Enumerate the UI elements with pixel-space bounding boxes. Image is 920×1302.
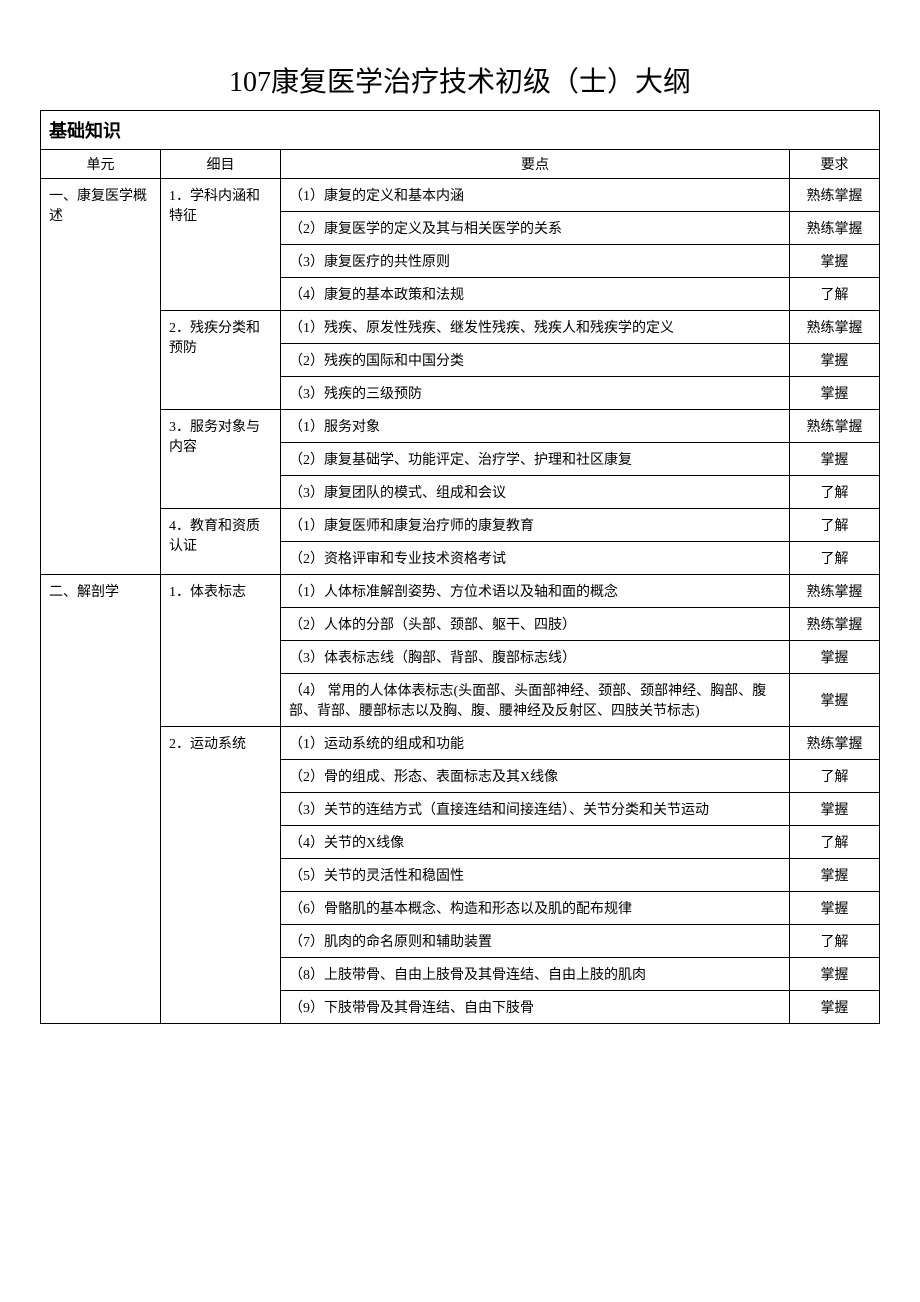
point-cell: （2）康复基础学、功能评定、治疗学、护理和社区康复: [281, 443, 790, 476]
table-row: 2．残疾分类和预防（1）残疾、原发性残疾、继发性残疾、残疾人和残疾学的定义熟练掌…: [41, 311, 880, 344]
requirement-cell: 熟练掌握: [790, 575, 880, 608]
column-header-item: 细目: [161, 150, 281, 179]
point-cell: （2）残疾的国际和中国分类: [281, 344, 790, 377]
point-cell: （4）康复的基本政策和法规: [281, 278, 790, 311]
section-header: 基础知识: [41, 111, 281, 150]
requirement-cell: 熟练掌握: [790, 212, 880, 245]
point-cell: （1）服务对象: [281, 410, 790, 443]
column-header-unit: 单元: [41, 150, 161, 179]
point-cell: （1）运动系统的组成和功能: [281, 727, 790, 760]
requirement-cell: 了解: [790, 509, 880, 542]
section-header-empty: [281, 111, 880, 150]
table-row: 4．教育和资质认证（1）康复医师和康复治疗师的康复教育了解: [41, 509, 880, 542]
point-cell: （8）上肢带骨、自由上肢骨及其骨连结、自由上肢的肌肉: [281, 958, 790, 991]
table-row: 一、康复医学概述1．学科内涵和特征（1）康复的定义和基本内涵熟练掌握: [41, 179, 880, 212]
requirement-cell: 掌握: [790, 443, 880, 476]
point-cell: （9）下肢带骨及其骨连结、自由下肢骨: [281, 991, 790, 1024]
table-row: 二、解剖学1．体表标志（1）人体标准解剖姿势、方位术语以及轴和面的概念熟练掌握: [41, 575, 880, 608]
requirement-cell: 掌握: [790, 859, 880, 892]
requirement-cell: 掌握: [790, 245, 880, 278]
item-cell: 4．教育和资质认证: [161, 509, 281, 575]
requirement-cell: 掌握: [790, 991, 880, 1024]
point-cell: （2）康复医学的定义及其与相关医学的关系: [281, 212, 790, 245]
item-cell: 1．体表标志: [161, 575, 281, 727]
item-cell: 3．服务对象与内容: [161, 410, 281, 509]
unit-cell: 二、解剖学: [41, 575, 161, 1024]
document-title: 107康复医学治疗技术初级（士）大纲: [40, 60, 880, 100]
point-cell: （6）骨骼肌的基本概念、构造和形态以及肌的配布规律: [281, 892, 790, 925]
point-cell: （2）人体的分部（头部、颈部、躯干、四肢）: [281, 608, 790, 641]
point-cell: （2）资格评审和专业技术资格考试: [281, 542, 790, 575]
requirement-cell: 掌握: [790, 344, 880, 377]
requirement-cell: 掌握: [790, 958, 880, 991]
requirement-cell: 了解: [790, 826, 880, 859]
item-cell: 2．残疾分类和预防: [161, 311, 281, 410]
point-cell: （4） 常用的人体体表标志(头面部、头面部神经、颈部、颈部神经、胸部、腹部、背部…: [281, 674, 790, 727]
requirement-cell: 熟练掌握: [790, 179, 880, 212]
point-cell: （1）康复医师和康复治疗师的康复教育: [281, 509, 790, 542]
point-cell: （1）人体标准解剖姿势、方位术语以及轴和面的概念: [281, 575, 790, 608]
item-cell: 2．运动系统: [161, 727, 281, 1024]
point-cell: （3）康复团队的模式、组成和会议: [281, 476, 790, 509]
requirement-cell: 熟练掌握: [790, 727, 880, 760]
point-cell: （5）关节的灵活性和稳固性: [281, 859, 790, 892]
requirement-cell: 了解: [790, 542, 880, 575]
requirement-cell: 了解: [790, 925, 880, 958]
requirement-cell: 了解: [790, 476, 880, 509]
point-cell: （1）残疾、原发性残疾、继发性残疾、残疾人和残疾学的定义: [281, 311, 790, 344]
requirement-cell: 掌握: [790, 641, 880, 674]
table-row: 3．服务对象与内容（1）服务对象熟练掌握: [41, 410, 880, 443]
requirement-cell: 了解: [790, 278, 880, 311]
point-cell: （1）康复的定义和基本内涵: [281, 179, 790, 212]
point-cell: （3）关节的连结方式（直接连结和间接连结）、关节分类和关节运动: [281, 793, 790, 826]
requirement-cell: 掌握: [790, 892, 880, 925]
point-cell: （7）肌肉的命名原则和辅助装置: [281, 925, 790, 958]
table-row: 2．运动系统（1）运动系统的组成和功能熟练掌握: [41, 727, 880, 760]
requirement-cell: 掌握: [790, 674, 880, 727]
point-cell: （3）体表标志线（胸部、背部、腹部标志线）: [281, 641, 790, 674]
requirement-cell: 掌握: [790, 377, 880, 410]
point-cell: （4）关节的X线像: [281, 826, 790, 859]
requirement-cell: 掌握: [790, 793, 880, 826]
item-cell: 1．学科内涵和特征: [161, 179, 281, 311]
column-header-point: 要点: [281, 150, 790, 179]
requirement-cell: 了解: [790, 760, 880, 793]
requirement-cell: 熟练掌握: [790, 608, 880, 641]
column-header-req: 要求: [790, 150, 880, 179]
requirement-cell: 熟练掌握: [790, 311, 880, 344]
requirement-cell: 熟练掌握: [790, 410, 880, 443]
syllabus-table: 基础知识单元细目要点要求一、康复医学概述1．学科内涵和特征（1）康复的定义和基本…: [40, 110, 880, 1024]
point-cell: （3）残疾的三级预防: [281, 377, 790, 410]
unit-cell: 一、康复医学概述: [41, 179, 161, 575]
point-cell: （2）骨的组成、形态、表面标志及其X线像: [281, 760, 790, 793]
point-cell: （3）康复医疗的共性原则: [281, 245, 790, 278]
